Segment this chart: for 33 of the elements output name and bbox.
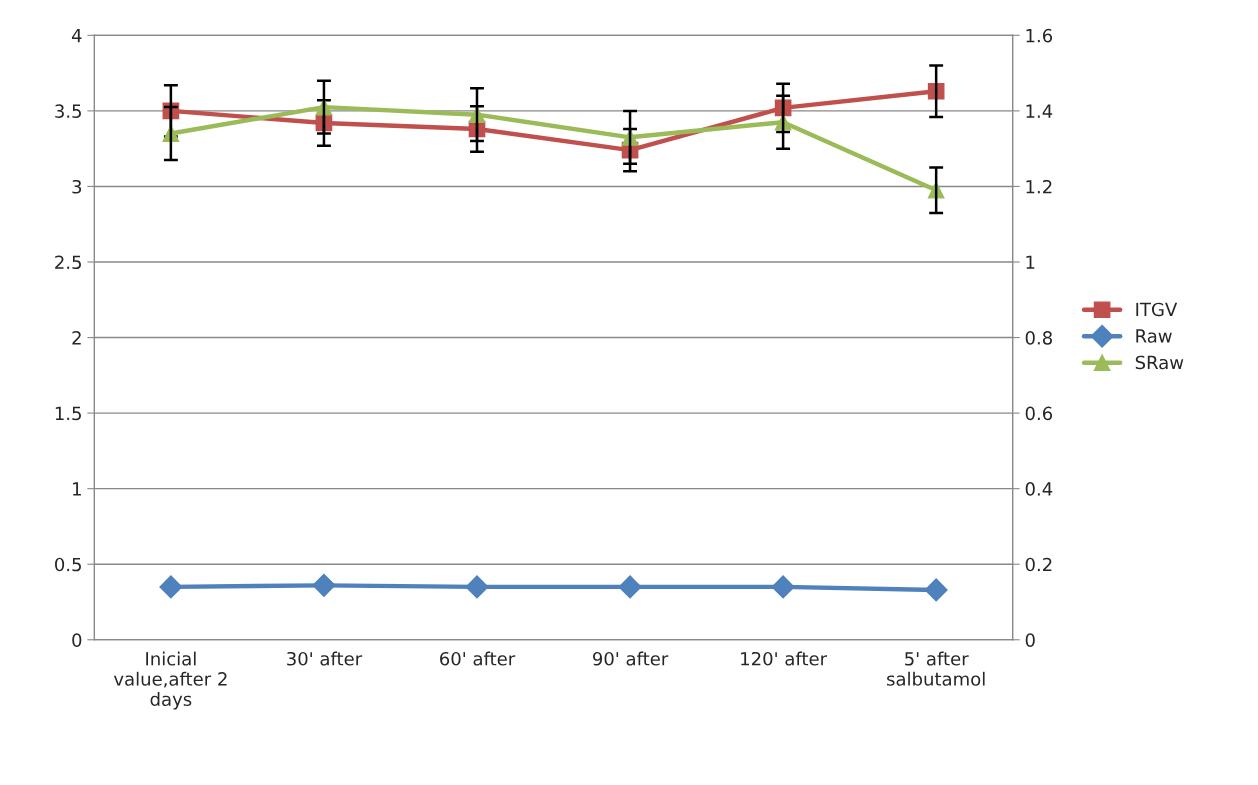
y-tick-label: 4 <box>71 29 82 43</box>
y-tick-label: 2 <box>72 331 81 345</box>
legend-label: Raw <box>1136 329 1172 343</box>
y2-tick-label: 1.4 <box>1026 104 1053 118</box>
point <box>312 573 336 597</box>
y2-tick-label: 1 <box>1026 255 1035 269</box>
y-tick-label: 1.5 <box>55 406 81 421</box>
legend-label: SRaw <box>1135 355 1184 370</box>
x-tick-label: 60' after <box>440 651 516 666</box>
point <box>618 575 642 599</box>
point <box>159 575 183 599</box>
x-tick-label: Inicial value,after 2 days <box>113 651 227 710</box>
y-tick-label: 0.5 <box>55 557 81 572</box>
point <box>465 575 489 599</box>
y2-tick-label: 0.2 <box>1025 557 1052 572</box>
y-tick-label: 3 <box>72 179 82 194</box>
point <box>924 578 948 602</box>
point <box>771 575 795 599</box>
x-tick-label: 90' after <box>592 651 669 666</box>
legend-label: ITGV <box>1136 302 1178 317</box>
y2-tick-label: 0.6 <box>1025 406 1053 421</box>
y2-tick-label: 0 <box>1025 633 1035 647</box>
y2-tick-label: 0.8 <box>1025 331 1052 345</box>
y-tick-label: 0 <box>72 633 82 647</box>
y2-tick-label: 1.2 <box>1026 179 1052 194</box>
y2-tick-label: 1.6 <box>1026 28 1053 43</box>
y-tick-label: 2.5 <box>55 255 81 270</box>
y2-tick-label: 0.4 <box>1025 482 1053 496</box>
y-tick-label: 1 <box>73 482 81 496</box>
x-tick-label: 120' after <box>741 651 828 666</box>
x-tick-label: 5' after salbutamol <box>887 651 985 686</box>
y-tick-label: 3.5 <box>55 104 81 118</box>
x-tick-label: 30' after <box>287 651 363 666</box>
